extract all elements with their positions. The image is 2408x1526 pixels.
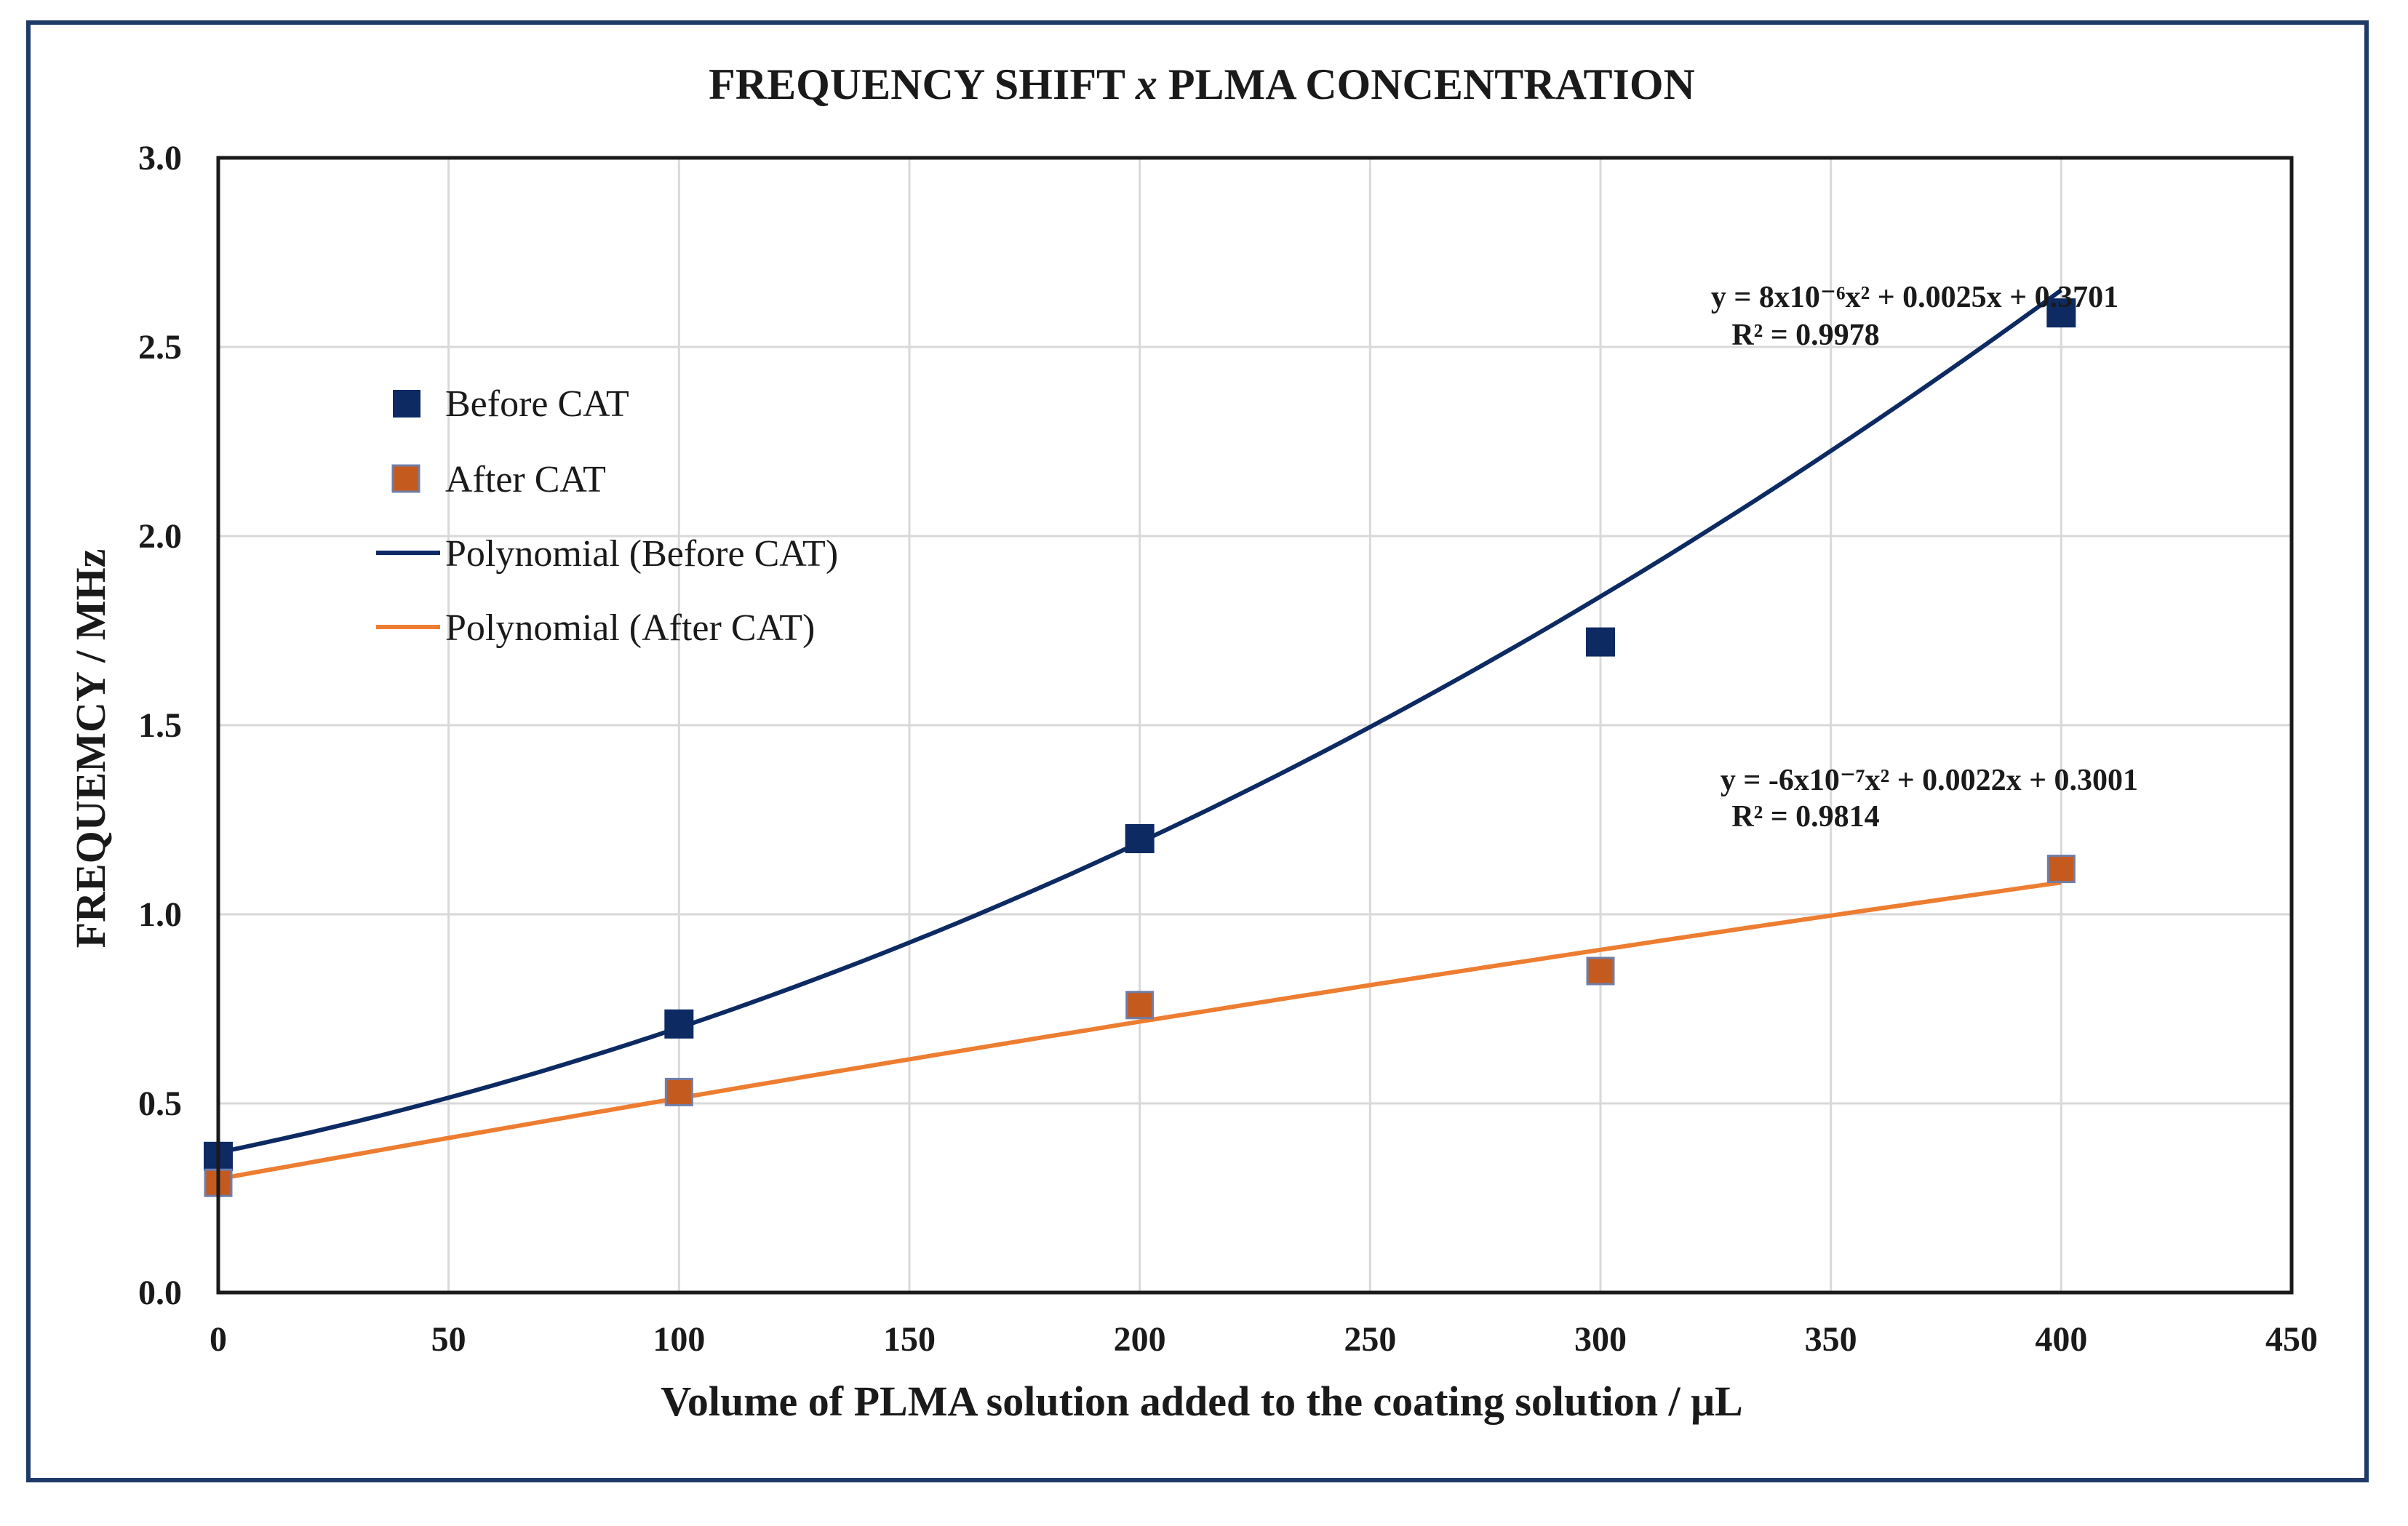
r2-after-cat: R² = 0.9814 [1731, 800, 1879, 834]
x-tick-label: 300 [1574, 1320, 1627, 1359]
y-tick-label: 0.0 [138, 1274, 182, 1312]
y-tick-label: 1.5 [138, 706, 182, 745]
legend-marker-before-cat [393, 390, 420, 418]
data-point-series-0 [664, 1009, 694, 1039]
data-point-series-0 [2046, 298, 2076, 328]
chart-svg: FREQUENCY SHIFT x PLMA CONCENTRATION 0.0… [67, 60, 2318, 1425]
y-axis-title: FREQUEMCY / MHz [67, 549, 114, 948]
x-tick-label: 0 [210, 1320, 227, 1359]
y-tick-label: 1.0 [138, 895, 182, 934]
grid-lines [218, 158, 2292, 1293]
x-tick-label: 250 [1344, 1320, 1396, 1359]
x-tick-label: 200 [1114, 1320, 1166, 1359]
legend-marker-after-cat [391, 464, 420, 493]
data-point-series-0 [1586, 627, 1615, 657]
x-tick-label: 50 [431, 1320, 466, 1359]
chart-frame: FREQUENCY SHIFT x PLMA CONCENTRATION 0.0… [26, 20, 2369, 1482]
y-tick-label: 2.5 [138, 328, 182, 367]
legend-label-poly-before: Polynomial (Before CAT) [445, 533, 838, 575]
x-tick-label: 450 [2265, 1320, 2318, 1359]
equation-after-cat: y = -6x10⁻⁷x² + 0.0022x + 0.3001 [1721, 764, 2138, 797]
y-tick-label: 3.0 [138, 139, 182, 177]
data-points [204, 298, 2076, 1197]
data-point-series-1 [1586, 956, 1615, 986]
x-tick-label: 350 [1805, 1320, 1857, 1359]
data-point-series-1 [2046, 855, 2076, 884]
legend-label-poly-after: Polynomial (After CAT) [445, 607, 815, 649]
data-point-series-0 [1125, 824, 1155, 853]
chart-title: FREQUENCY SHIFT x PLMA CONCENTRATION [709, 60, 1695, 108]
x-tick-label: 150 [883, 1320, 936, 1359]
data-point-series-1 [664, 1077, 693, 1106]
legend-label-after-cat: After CAT [445, 459, 606, 500]
x-tick-label: 400 [2035, 1320, 2087, 1359]
trendline-series-1 [218, 880, 2062, 1181]
y-tick-label: 0.5 [138, 1084, 182, 1123]
r2-before-cat: R² = 0.9978 [1731, 319, 1879, 352]
legend-label-before-cat: Before CAT [445, 383, 629, 425]
x-tick-labels: 0 50 100 150 200 250 300 350 400 450 [210, 1320, 2318, 1359]
y-tick-labels: 0.0 0.5 1.0 1.5 2.0 2.5 3.0 [138, 139, 182, 1312]
equation-before-cat: y = 8x10⁻⁶x² + 0.0025x + 0.3701 [1711, 281, 2118, 314]
data-point-series-1 [1125, 991, 1155, 1020]
plot-area-border [216, 156, 2294, 1295]
y-tick-label: 2.0 [138, 517, 182, 556]
x-tick-label: 100 [653, 1320, 705, 1359]
x-axis-title: Volume of PLMA solution added to the coa… [661, 1378, 1742, 1425]
legend: Before CAT After CAT Polynomial (Before … [376, 383, 838, 649]
